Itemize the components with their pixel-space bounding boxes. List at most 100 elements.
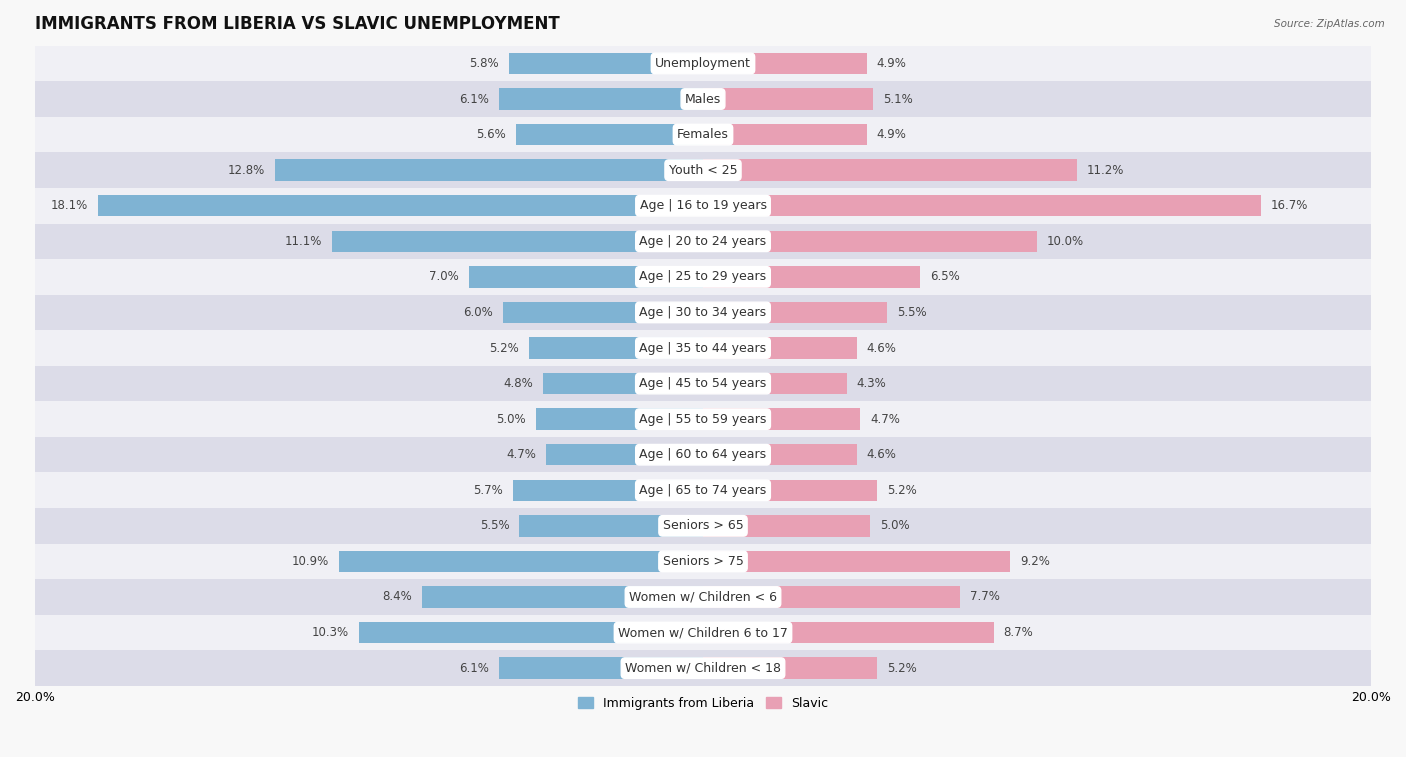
Text: Age | 20 to 24 years: Age | 20 to 24 years <box>640 235 766 248</box>
Text: 11.2%: 11.2% <box>1087 164 1125 176</box>
Bar <box>35 437 1371 472</box>
Bar <box>703 516 870 537</box>
Text: Age | 35 to 44 years: Age | 35 to 44 years <box>640 341 766 354</box>
Text: Females: Females <box>678 128 728 141</box>
Bar <box>359 622 703 643</box>
Text: 5.5%: 5.5% <box>479 519 509 532</box>
Bar <box>703 587 960 608</box>
Text: 9.2%: 9.2% <box>1021 555 1050 568</box>
Text: 10.3%: 10.3% <box>312 626 349 639</box>
Bar <box>35 472 1371 508</box>
Text: Age | 60 to 64 years: Age | 60 to 64 years <box>640 448 766 461</box>
Text: 7.7%: 7.7% <box>970 590 1000 603</box>
Text: 4.6%: 4.6% <box>866 341 897 354</box>
Bar <box>703 231 1038 252</box>
Text: Source: ZipAtlas.com: Source: ZipAtlas.com <box>1274 19 1385 29</box>
Bar <box>35 650 1371 686</box>
Bar <box>703 266 920 288</box>
Text: Age | 55 to 59 years: Age | 55 to 59 years <box>640 413 766 425</box>
Text: Women w/ Children 6 to 17: Women w/ Children 6 to 17 <box>619 626 787 639</box>
Text: 12.8%: 12.8% <box>228 164 266 176</box>
Text: 10.0%: 10.0% <box>1047 235 1084 248</box>
Text: 6.0%: 6.0% <box>463 306 492 319</box>
Bar <box>35 188 1371 223</box>
Text: 4.6%: 4.6% <box>866 448 897 461</box>
Text: 4.3%: 4.3% <box>856 377 886 390</box>
Bar <box>98 195 703 217</box>
Bar <box>516 124 703 145</box>
Bar <box>703 302 887 323</box>
Bar <box>703 658 877 679</box>
Text: 5.0%: 5.0% <box>496 413 526 425</box>
Bar <box>499 658 703 679</box>
Bar <box>35 152 1371 188</box>
Bar <box>703 53 866 74</box>
Bar <box>499 89 703 110</box>
Text: 5.2%: 5.2% <box>887 484 917 497</box>
Text: 5.5%: 5.5% <box>897 306 927 319</box>
Bar <box>35 330 1371 366</box>
Text: Seniors > 75: Seniors > 75 <box>662 555 744 568</box>
Text: 10.9%: 10.9% <box>291 555 329 568</box>
Text: Youth < 25: Youth < 25 <box>669 164 737 176</box>
Text: Age | 16 to 19 years: Age | 16 to 19 years <box>640 199 766 212</box>
Bar <box>703 480 877 501</box>
Text: Age | 30 to 34 years: Age | 30 to 34 years <box>640 306 766 319</box>
Bar <box>519 516 703 537</box>
Text: 5.7%: 5.7% <box>472 484 502 497</box>
Text: Unemployment: Unemployment <box>655 57 751 70</box>
Text: Age | 65 to 74 years: Age | 65 to 74 years <box>640 484 766 497</box>
Bar <box>703 89 873 110</box>
Text: IMMIGRANTS FROM LIBERIA VS SLAVIC UNEMPLOYMENT: IMMIGRANTS FROM LIBERIA VS SLAVIC UNEMPL… <box>35 15 560 33</box>
Text: 5.2%: 5.2% <box>887 662 917 674</box>
Bar <box>35 294 1371 330</box>
Bar <box>543 373 703 394</box>
Text: 5.8%: 5.8% <box>470 57 499 70</box>
Bar <box>703 409 860 430</box>
Bar <box>35 223 1371 259</box>
Text: 6.1%: 6.1% <box>460 92 489 105</box>
Text: Women w/ Children < 6: Women w/ Children < 6 <box>628 590 778 603</box>
Bar <box>35 401 1371 437</box>
Bar <box>332 231 703 252</box>
Text: 4.7%: 4.7% <box>506 448 536 461</box>
Text: 16.7%: 16.7% <box>1271 199 1308 212</box>
Bar <box>703 338 856 359</box>
Text: 4.9%: 4.9% <box>877 57 907 70</box>
Text: 11.1%: 11.1% <box>285 235 322 248</box>
Text: Women w/ Children < 18: Women w/ Children < 18 <box>626 662 780 674</box>
Bar <box>35 615 1371 650</box>
Bar <box>35 579 1371 615</box>
Text: 8.4%: 8.4% <box>382 590 412 603</box>
Bar <box>529 338 703 359</box>
Text: 6.5%: 6.5% <box>931 270 960 283</box>
Bar <box>513 480 703 501</box>
Text: 7.0%: 7.0% <box>429 270 460 283</box>
Bar <box>35 366 1371 401</box>
Bar <box>703 622 994 643</box>
Bar <box>35 45 1371 81</box>
Text: Males: Males <box>685 92 721 105</box>
Bar <box>35 508 1371 544</box>
Text: 4.8%: 4.8% <box>503 377 533 390</box>
Text: 4.7%: 4.7% <box>870 413 900 425</box>
Bar <box>339 551 703 572</box>
Text: 4.9%: 4.9% <box>877 128 907 141</box>
Legend: Immigrants from Liberia, Slavic: Immigrants from Liberia, Slavic <box>572 692 834 715</box>
Bar <box>35 544 1371 579</box>
Bar <box>703 551 1011 572</box>
Text: 5.6%: 5.6% <box>477 128 506 141</box>
Text: Age | 45 to 54 years: Age | 45 to 54 years <box>640 377 766 390</box>
Bar <box>536 409 703 430</box>
Text: 5.2%: 5.2% <box>489 341 519 354</box>
Bar <box>703 160 1077 181</box>
Bar <box>470 266 703 288</box>
Bar <box>703 373 846 394</box>
Bar <box>703 124 866 145</box>
Text: 8.7%: 8.7% <box>1004 626 1033 639</box>
Text: 5.0%: 5.0% <box>880 519 910 532</box>
Text: Age | 25 to 29 years: Age | 25 to 29 years <box>640 270 766 283</box>
Text: 6.1%: 6.1% <box>460 662 489 674</box>
Bar <box>35 117 1371 152</box>
Bar <box>703 195 1261 217</box>
